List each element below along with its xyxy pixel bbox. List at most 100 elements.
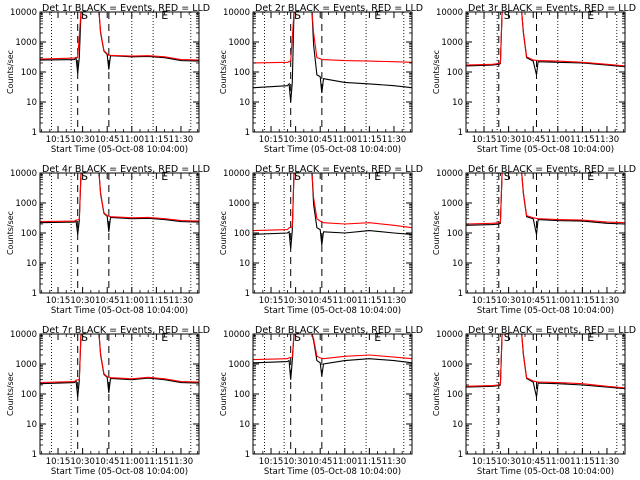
x-tick-label: 11:00 — [120, 457, 145, 467]
y-axis-label: Counts/sec — [219, 50, 228, 94]
y-tick-label: 100 — [234, 229, 250, 239]
y-tick-label: 1 — [245, 128, 250, 138]
annotation-s: S — [504, 9, 511, 22]
x-tick-label: 10:45 — [521, 457, 546, 467]
x-tick-label: 10:45 — [95, 296, 120, 306]
y-axis-label: Counts/sec — [219, 211, 228, 255]
panel-title: Det 1r BLACK = Events, RED = LLD — [42, 3, 210, 14]
y-tick-label: 100 — [21, 390, 37, 400]
y-tick-label: 100 — [21, 68, 37, 78]
annotation-e: E — [161, 170, 168, 183]
x-tick-label: 11:15 — [357, 135, 382, 145]
x-axis-label: Start Time (05-Oct-08 10:04:00) — [477, 145, 614, 155]
y-axis-label: Counts/sec — [6, 372, 15, 416]
x-tick-label: 11:00 — [546, 296, 571, 306]
y-tick-label: 100 — [234, 390, 250, 400]
plot-area — [466, 12, 625, 132]
annotation-s: S — [294, 170, 301, 183]
y-tick-label: 1000 — [228, 38, 250, 48]
y-tick-label: 1 — [245, 450, 250, 460]
x-tick-label: 11:30 — [169, 457, 194, 467]
x-tick-label: 11:30 — [382, 296, 407, 306]
plot-frame — [252, 11, 413, 133]
annotation-e: E — [161, 331, 168, 344]
annotation-s: S — [81, 170, 88, 183]
series-line — [466, 12, 625, 76]
x-tick-label: 10:30 — [70, 135, 95, 145]
x-tick-label: 10:30 — [283, 296, 308, 306]
y-tick-label: 10 — [239, 98, 250, 108]
y-tick-label: 100 — [234, 68, 250, 78]
y-tick-label: 10000 — [223, 330, 250, 340]
y-tick-label: 1 — [245, 289, 250, 299]
x-axis-label: Start Time (05-Oct-08 10:04:00) — [477, 467, 614, 477]
y-tick-label: 1000 — [15, 38, 37, 48]
y-tick-label: 1000 — [441, 360, 463, 370]
y-tick-label: 10 — [452, 98, 463, 108]
plot-frame — [465, 172, 626, 294]
x-tick-label: 10:15 — [46, 135, 71, 145]
x-tick-label: 11:30 — [382, 135, 407, 145]
y-tick-label: 10 — [239, 259, 250, 269]
x-axis-label: Start Time (05-Oct-08 10:04:00) — [51, 467, 188, 477]
series-line — [253, 12, 412, 103]
y-axis-label: Counts/sec — [432, 50, 441, 94]
plot-frame — [465, 333, 626, 455]
x-tick-label: 11:15 — [144, 457, 169, 467]
x-tick-label: 11:30 — [169, 135, 194, 145]
x-axis-label: Start Time (05-Oct-08 10:04:00) — [477, 306, 614, 316]
x-tick-label: 10:15 — [472, 457, 497, 467]
y-tick-label: 1 — [32, 128, 37, 138]
y-tick-label: 10000 — [10, 169, 37, 179]
y-tick-label: 1000 — [441, 38, 463, 48]
y-tick-label: 10000 — [223, 169, 250, 179]
panel-title: Det 3r BLACK = Events, RED = LLD — [468, 3, 636, 14]
x-tick-label: 10:45 — [308, 135, 333, 145]
plot-area — [253, 334, 412, 454]
annotation-e: E — [587, 9, 594, 22]
annotation-s: S — [294, 331, 301, 344]
series-line — [253, 334, 412, 361]
panel-title: Det 6r BLACK = Events, RED = LLD — [468, 164, 636, 175]
plot-frame — [39, 11, 200, 133]
series-line — [40, 173, 199, 235]
annotation-s: S — [504, 170, 511, 183]
plot-area — [253, 12, 412, 132]
x-tick-label: 11:15 — [570, 296, 595, 306]
x-axis-label: Start Time (05-Oct-08 10:04:00) — [264, 306, 401, 316]
x-tick-label: 10:15 — [46, 296, 71, 306]
y-tick-label: 10 — [452, 420, 463, 430]
y-tick-label: 10000 — [223, 8, 250, 18]
y-tick-label: 1 — [32, 289, 37, 299]
y-tick-label: 1000 — [228, 360, 250, 370]
x-tick-label: 11:30 — [382, 457, 407, 467]
panel-title: Det 7r BLACK = Events, RED = LLD — [42, 325, 210, 336]
y-tick-label: 1 — [458, 289, 463, 299]
y-tick-label: 100 — [447, 229, 463, 239]
y-axis-label: Counts/sec — [219, 372, 228, 416]
annotation-s: S — [504, 331, 511, 344]
annotation-e: E — [587, 331, 594, 344]
x-tick-label: 10:45 — [308, 296, 333, 306]
x-tick-label: 11:00 — [333, 457, 358, 467]
series-line — [466, 334, 625, 398]
x-tick-label: 10:15 — [259, 457, 284, 467]
plot-area — [40, 334, 199, 454]
x-tick-label: 10:15 — [259, 135, 284, 145]
y-tick-label: 10000 — [436, 169, 463, 179]
y-tick-label: 10 — [452, 259, 463, 269]
panel-title: Det 4r BLACK = Events, RED = LLD — [42, 164, 210, 175]
x-tick-label: 11:15 — [570, 135, 595, 145]
y-tick-label: 10000 — [436, 330, 463, 340]
x-tick-label: 10:45 — [95, 135, 120, 145]
x-tick-label: 11:00 — [546, 457, 571, 467]
series-line — [253, 12, 412, 64]
x-tick-label: 10:15 — [46, 457, 71, 467]
